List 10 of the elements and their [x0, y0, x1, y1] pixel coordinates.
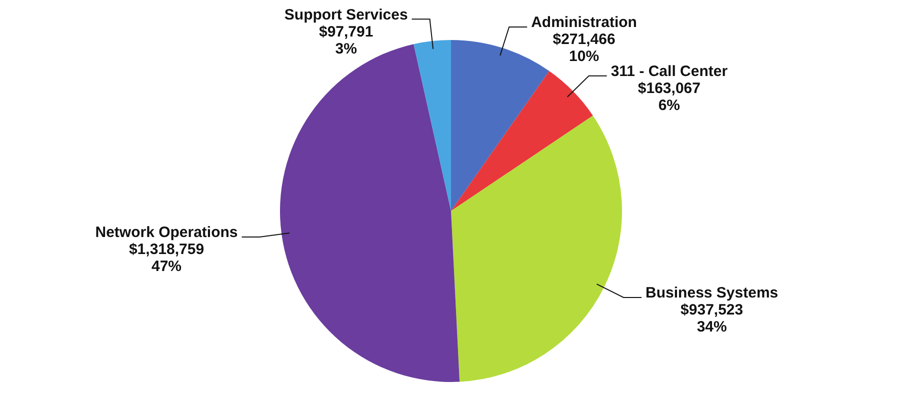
- data-label: $163,067 6%: [638, 80, 700, 114]
- slice-label: Network Operations: [95, 224, 238, 242]
- data-label: $271,466 10%: [552, 31, 616, 66]
- data-label: $937,523 34%: [680, 302, 744, 336]
- slice-label: Business Systems: [646, 284, 778, 302]
- slice-label: Administration: [531, 14, 637, 32]
- slice-label: 311 - Call Center: [610, 63, 728, 80]
- data-label: $1,318,759 47%: [128, 241, 204, 276]
- slice-label: Support Services: [284, 6, 408, 24]
- data-label: $97,791 3%: [318, 23, 374, 58]
